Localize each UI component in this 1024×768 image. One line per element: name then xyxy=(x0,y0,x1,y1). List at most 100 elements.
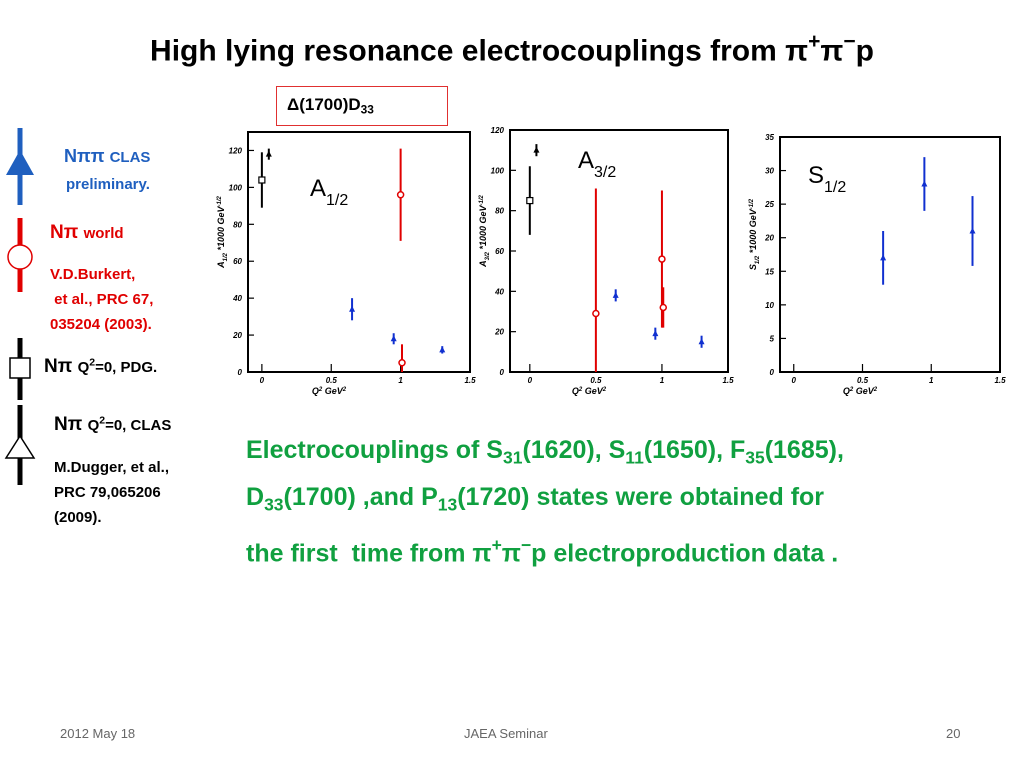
y-axis-label-part: A xyxy=(216,261,226,269)
y-tick-label: 20 xyxy=(232,331,242,340)
x-tick-label: 1 xyxy=(398,376,403,385)
legend-note: preliminary. xyxy=(66,176,150,193)
y-tick-label: 10 xyxy=(765,301,774,310)
y-tick-label: 40 xyxy=(232,294,242,303)
legend-entry: Nπ world xyxy=(50,222,124,243)
x-tick-label: 0 xyxy=(260,376,265,385)
point xyxy=(396,191,405,199)
y-tick-label: 40 xyxy=(494,287,504,296)
x-tick-label: 1.5 xyxy=(722,376,734,385)
x-tick-label: 0.5 xyxy=(326,376,338,385)
point xyxy=(698,338,705,345)
y-axis-label-part: S xyxy=(748,264,758,270)
data-layer xyxy=(526,144,705,372)
y-tick-label: 120 xyxy=(491,126,505,135)
y-tick-label: 60 xyxy=(495,247,504,256)
x-axis-label-part: Q xyxy=(572,386,579,396)
y-tick-label: 0 xyxy=(238,368,243,377)
y-tick-label: 0 xyxy=(500,368,505,377)
y-tick-label: 5 xyxy=(770,334,775,343)
x-tick-label: 0.5 xyxy=(857,376,869,385)
y-axis-label-part: *1000 GeV xyxy=(216,205,226,253)
x-axis-label-part: GeV xyxy=(853,386,875,396)
chart-label-part: A xyxy=(310,175,326,202)
point xyxy=(921,180,928,187)
point xyxy=(612,291,619,298)
x-axis-label-part: 2 xyxy=(602,387,607,393)
y-tick-label: 15 xyxy=(765,267,774,276)
legend-square xyxy=(9,357,31,379)
x-tick-label: 1 xyxy=(660,376,665,385)
point xyxy=(390,335,397,342)
y-axis-label: S1/2 *1000 GeV-1/2 xyxy=(748,198,761,270)
point xyxy=(533,146,540,153)
chart-panel xyxy=(215,127,483,397)
x-tick-label: 1.5 xyxy=(994,376,1006,385)
x-axis-label-part: 2 xyxy=(578,387,583,393)
chart-label: A1/2 xyxy=(310,175,348,209)
y-tick-label: 80 xyxy=(495,207,504,216)
chart-label-part: 1/2 xyxy=(326,192,348,209)
x-axis-label-part: GeV xyxy=(582,386,604,396)
x-axis-label: Q2 GeV2 xyxy=(572,386,607,396)
point xyxy=(265,150,272,157)
y-tick-label: 60 xyxy=(233,257,242,266)
x-axis-label-part: GeV xyxy=(322,386,344,396)
y-tick-label: 30 xyxy=(765,167,774,176)
legend-note: V.D.Burkert, et al., PRC 67, 035204 (2003… xyxy=(50,266,154,333)
y-tick-label: 20 xyxy=(764,234,774,243)
footer-event: JAEA Seminar xyxy=(464,726,548,741)
x-tick-label: 1 xyxy=(929,376,934,385)
chart-label-part: S xyxy=(808,162,824,189)
point xyxy=(880,254,887,261)
legend-icons xyxy=(4,128,36,485)
x-axis-label-part: 2 xyxy=(318,387,323,393)
y-tick-label: 35 xyxy=(765,133,774,142)
chart-label-part: A xyxy=(578,147,594,174)
footer-date: 2012 May 18 xyxy=(60,726,136,741)
plot-frame xyxy=(247,131,471,373)
y-tick-label: 80 xyxy=(233,220,242,229)
plot-frame xyxy=(779,136,1001,373)
y-axis-label-part: *1000 GeV xyxy=(478,204,488,252)
y-axis-label-part: -1/2 xyxy=(217,195,223,206)
data-layer xyxy=(880,157,976,285)
footer-page: 20 xyxy=(946,726,961,741)
state-box: Δ(1700)D33 xyxy=(276,86,448,126)
x-tick-label: 0.5 xyxy=(590,376,602,385)
x-axis-label-part: 2 xyxy=(342,387,347,393)
y-tick-label: 100 xyxy=(229,183,243,192)
legend-note: M.Dugger, et al., PRC 79,065206 (2009). xyxy=(54,459,170,526)
point xyxy=(526,196,534,205)
x-tick-label: 0 xyxy=(528,376,533,385)
x-axis-label-part: 2 xyxy=(873,387,878,393)
point xyxy=(258,176,266,184)
y-tick-label: 25 xyxy=(764,200,774,209)
y-axis-label-part: -1/2 xyxy=(749,198,755,209)
point xyxy=(652,330,659,337)
y-axis-label-part: *1000 GeV xyxy=(748,208,758,256)
chart-panel xyxy=(483,125,738,397)
legend-entry: Nπ Q2=0, CLAS xyxy=(54,414,172,435)
x-axis-label: Q2 GeV2 xyxy=(843,386,878,396)
x-axis-label: Q2 GeV2 xyxy=(312,386,347,396)
point xyxy=(969,227,976,234)
legend-circle xyxy=(7,244,33,270)
y-tick-label: 100 xyxy=(491,166,505,175)
plot-frame xyxy=(509,129,729,373)
x-tick-label: 0 xyxy=(792,376,797,385)
legend-entry: Nπ Q2=0, PDG. xyxy=(44,356,158,377)
x-axis-label-part: Q xyxy=(312,386,319,396)
data-layer xyxy=(258,148,446,372)
y-axis-label: A1/2 *1000 GeV-1/2 xyxy=(216,195,229,268)
chart-label: S1/2 xyxy=(808,162,846,196)
y-axis-label-part: 3/2 xyxy=(485,251,491,260)
x-tick-label: 1.5 xyxy=(464,376,476,385)
y-axis-label-part: 1/2 xyxy=(755,255,761,264)
point xyxy=(349,305,356,312)
point xyxy=(398,359,406,367)
